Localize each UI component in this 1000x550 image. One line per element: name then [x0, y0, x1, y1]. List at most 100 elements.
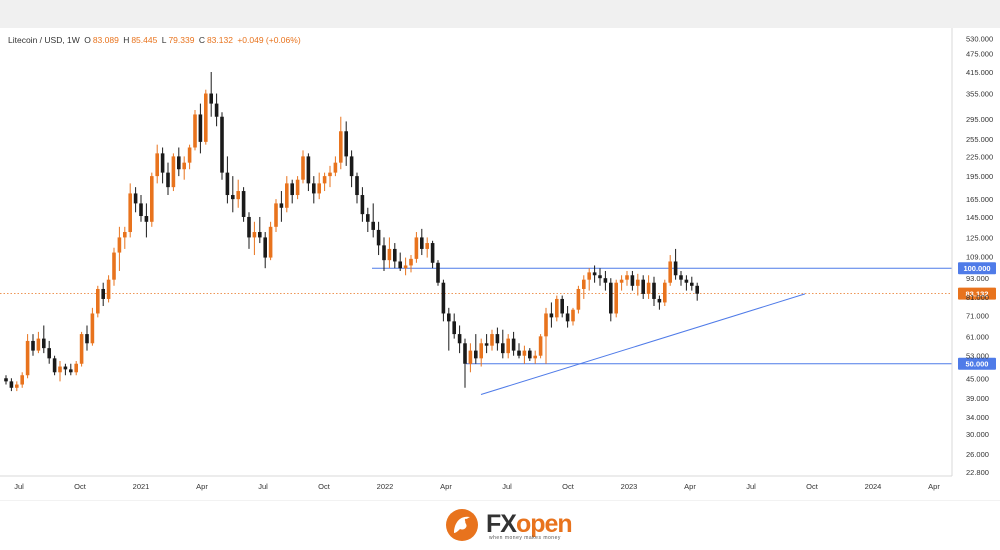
candle-body: [663, 282, 667, 303]
candle-body: [641, 279, 645, 294]
candle-body: [349, 156, 354, 177]
candle-body: [592, 272, 597, 276]
candle-body: [576, 288, 581, 310]
candle-body: [128, 193, 132, 233]
candle-body: [560, 298, 564, 314]
brand-open: open: [515, 510, 573, 538]
candle-body: [241, 191, 246, 217]
x-tick-label: Jul: [14, 482, 24, 491]
candle-body: [409, 258, 413, 266]
y-tick-label: 61.000: [966, 332, 989, 341]
candle-body: [630, 275, 635, 286]
brand-fx: FX: [486, 510, 517, 538]
x-tick-label: Oct: [806, 482, 819, 491]
y-tick-label: 355.000: [966, 90, 993, 99]
candle-body: [695, 285, 699, 294]
candle-body: [90, 313, 95, 344]
candle-body: [150, 176, 154, 222]
candle-body: [646, 282, 651, 294]
candlestick-chart[interactable]: 100.000 50.000 83.132 530.000 475.000 415.00…: [0, 0, 1000, 500]
y-tick-label: 165.000: [966, 195, 993, 204]
candle-body: [587, 272, 591, 280]
candle-body: [69, 369, 73, 373]
candle-body: [52, 358, 57, 373]
candle-body: [673, 261, 678, 276]
y-tick-label: 53.000: [966, 352, 989, 361]
x-tick-label: Apr: [440, 482, 452, 491]
candle-body: [398, 261, 402, 269]
change-value: +0.049 (+0.06%): [237, 35, 301, 45]
candle-body: [258, 232, 262, 238]
candle-body: [582, 279, 586, 289]
current-price-tag: [958, 287, 996, 300]
candle-body: [679, 275, 683, 280]
candle-body: [198, 114, 203, 142]
candle-body: [20, 375, 24, 385]
candle-body: [36, 338, 41, 351]
candle-body: [160, 153, 165, 173]
candle-body: [144, 216, 149, 222]
y-tick-label: 45.000: [966, 374, 989, 383]
level-tag: [958, 262, 996, 275]
candle-body: [468, 350, 473, 364]
candle-body: [528, 350, 532, 359]
candle-body: [328, 172, 332, 177]
x-tick-label: Apr: [928, 482, 940, 491]
x-tick-label: 2023: [621, 482, 638, 491]
candle-body: [393, 248, 397, 262]
candle-body: [9, 381, 14, 388]
candle-body: [133, 193, 138, 204]
open-label: O: [84, 35, 91, 45]
candle-body: [317, 183, 321, 194]
candle-body: [295, 179, 300, 196]
horizontal-levels: 100.000 50.000 83.132: [0, 262, 996, 370]
low-label: L: [161, 35, 167, 45]
x-tick-label: Apr: [196, 482, 208, 491]
symbol-label: Litecoin / USD, 1W: [8, 35, 80, 45]
y-tick-label: 415.000: [966, 68, 993, 77]
candle-body: [425, 243, 429, 249]
y-tick-label: 81.000: [966, 293, 989, 302]
y-tick-label: 255.000: [966, 135, 993, 144]
x-tick-label: Oct: [562, 482, 575, 491]
candle-body: [447, 313, 451, 322]
x-tick-label: 2024: [865, 482, 882, 491]
candle-body: [106, 279, 111, 299]
candle-body: [430, 243, 435, 263]
candle-body: [25, 340, 30, 376]
candle-body: [522, 350, 527, 356]
candle-body: [533, 355, 537, 359]
y-tick-label: 145.000: [966, 213, 993, 222]
candle-body: [231, 195, 235, 200]
candle-body: [306, 156, 311, 184]
y-tick-label: 530.000: [966, 34, 993, 43]
top-bar: [0, 0, 1000, 28]
candle-body: [220, 116, 224, 173]
dragon-icon: [446, 509, 478, 541]
x-tick-label: Apr: [684, 482, 696, 491]
candle-body: [555, 298, 559, 318]
candle-body: [290, 183, 294, 196]
candle-body: [193, 114, 197, 148]
candle-body: [333, 162, 338, 173]
level-tag: [958, 357, 996, 370]
candle-body: [441, 282, 446, 314]
y-tick-label: 26.000: [966, 450, 989, 459]
y-tick-label: 225.000: [966, 152, 993, 161]
candle-body: [209, 93, 213, 104]
candle-body: [204, 93, 208, 142]
footer-bar: [0, 500, 1000, 550]
candle-body: [15, 384, 19, 388]
candle-body: [268, 226, 273, 258]
candle-body: [436, 262, 440, 283]
open-value: 83.089: [92, 35, 119, 45]
y-tick-label: 109.000: [966, 252, 993, 261]
y-tick-label: 34.000: [966, 413, 989, 422]
candle-body: [690, 282, 694, 286]
current-price-label: 83.132: [966, 290, 989, 299]
candle-body: [344, 131, 348, 157]
candle-body: [609, 282, 613, 314]
chart-area[interactable]: [0, 28, 1000, 498]
candle-body: [360, 195, 365, 215]
candle-body: [684, 279, 689, 283]
